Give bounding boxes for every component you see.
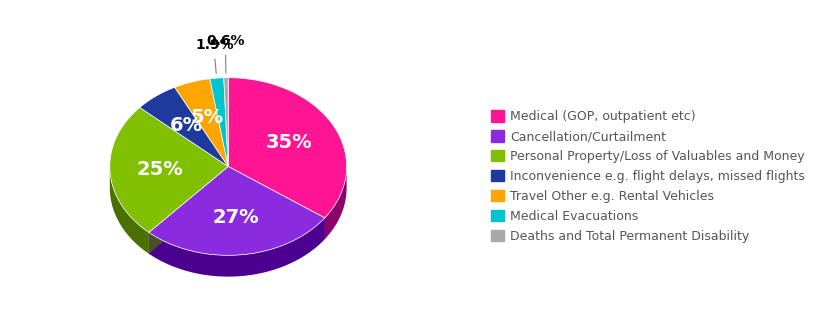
Text: 27%: 27% — [213, 208, 259, 227]
Polygon shape — [174, 79, 228, 166]
Text: 25%: 25% — [136, 160, 183, 179]
Polygon shape — [209, 78, 228, 166]
Text: 6%: 6% — [170, 116, 203, 135]
Text: 35%: 35% — [266, 134, 312, 153]
Text: 1.9%: 1.9% — [196, 38, 234, 52]
Polygon shape — [149, 166, 324, 255]
Legend: Medical (GOP, outpatient etc), Cancellation/Curtailment, Personal Property/Loss : Medical (GOP, outpatient etc), Cancellat… — [487, 107, 808, 246]
Polygon shape — [228, 78, 346, 218]
Text: 0.6%: 0.6% — [206, 34, 244, 48]
Polygon shape — [110, 108, 228, 232]
Polygon shape — [139, 87, 228, 166]
Polygon shape — [149, 218, 324, 277]
Polygon shape — [228, 166, 324, 239]
Polygon shape — [228, 166, 324, 239]
Text: 5%: 5% — [191, 108, 223, 127]
Polygon shape — [224, 78, 228, 166]
Polygon shape — [149, 166, 228, 254]
Polygon shape — [110, 167, 149, 254]
Polygon shape — [324, 166, 346, 239]
Polygon shape — [149, 166, 228, 254]
